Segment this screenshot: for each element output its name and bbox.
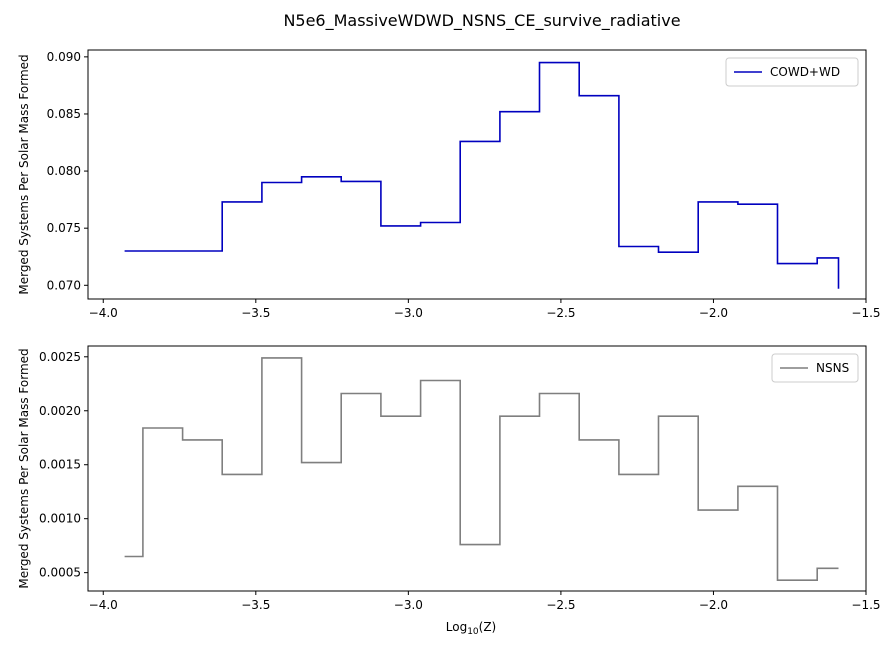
- x-tick-label: −4.0: [89, 306, 118, 320]
- y-tick-label: 0.080: [47, 164, 81, 178]
- figure-title: N5e6_MassiveWDWD_NSNS_CE_survive_radiati…: [283, 11, 680, 31]
- x-axis-label-main: Log: [446, 620, 467, 634]
- x-tick-label: −3.0: [394, 306, 423, 320]
- x-axis-label-subscript: 10: [467, 627, 479, 637]
- x-tick-label: −2.0: [699, 306, 728, 320]
- y-tick-label: 0.090: [47, 50, 81, 64]
- plot-area-bottom: [87, 345, 867, 592]
- legend-label: NSNS: [816, 361, 849, 375]
- legend-box: [725, 57, 859, 87]
- y-axis-label: Merged Systems Per Solar Mass Formed: [17, 348, 31, 588]
- panel-bottom: −4.0 −3.5 −3.0 −2.5 −2.0 −1.5 0.0005 0.0010 0.00…: [17, 345, 880, 637]
- x-tick-label: −2.5: [546, 598, 575, 612]
- x-tick-label: −1.5: [851, 306, 880, 320]
- y-tick-label: 0.0010: [39, 512, 81, 526]
- y-tick-label: 0.0025: [39, 350, 81, 364]
- x-tick-label: −3.0: [394, 598, 423, 612]
- x-tick-label: −3.5: [241, 306, 270, 320]
- y-tick-label: 0.070: [47, 278, 81, 292]
- y-tick-label: 0.075: [47, 221, 81, 235]
- x-tick-label: −1.5: [851, 598, 880, 612]
- y-tick-label: 0.085: [47, 107, 81, 121]
- legend-label: COWD+WD: [770, 65, 840, 79]
- panel-top: −4.0 −3.5 −3.0 −2.5 −2.0 −1.5 0.070 0.075 0.080 0…: [17, 49, 880, 320]
- series-line-nsns: [124, 357, 839, 581]
- x-axis-label: Log10(Z): [446, 620, 496, 637]
- plot-area-top: [87, 49, 867, 300]
- x-tick-label: −2.5: [546, 306, 575, 320]
- x-axis-label-suffix: (Z): [479, 620, 497, 634]
- y-axis-label: Merged Systems Per Solar Mass Formed: [17, 54, 31, 294]
- y-tick-label: 0.0005: [39, 566, 81, 580]
- legend-box: [771, 353, 859, 383]
- x-tick-label: −3.5: [241, 598, 270, 612]
- series-line-cowd-wd: [124, 61, 840, 289]
- y-tick-label: 0.0015: [39, 458, 81, 472]
- x-tick-label: −4.0: [89, 598, 118, 612]
- x-tick-label: −2.0: [699, 598, 728, 612]
- y-tick-label: 0.0020: [39, 404, 81, 418]
